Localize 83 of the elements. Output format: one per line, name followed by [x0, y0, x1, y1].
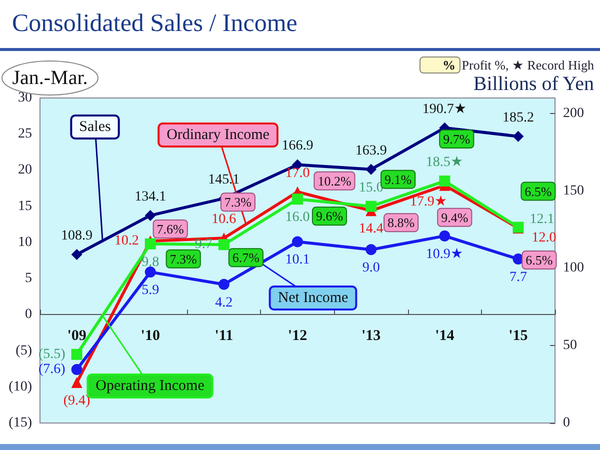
y-tick-label: 20 — [18, 162, 32, 178]
annotation: 6.5% — [526, 252, 553, 268]
y-tick-label: (5) — [16, 343, 32, 358]
data-label: 12.1 — [530, 212, 554, 227]
y2-tick-label: 150 — [563, 183, 584, 198]
point — [71, 248, 82, 260]
point — [292, 236, 303, 248]
annotation: 6.7% — [232, 250, 260, 266]
text: Billions of Yen — [473, 73, 594, 95]
point — [71, 348, 82, 360]
text: Net Income — [278, 290, 349, 306]
x-tick-label: '15 — [508, 328, 528, 344]
data-label: 10.1 — [285, 252, 310, 268]
text: Ordinary Income — [166, 127, 270, 143]
data-label: 17.9★ — [410, 194, 448, 210]
annotation: 6.5% — [524, 184, 552, 199]
point — [218, 278, 230, 290]
point — [439, 176, 450, 187]
data-label: 9.0 — [362, 260, 380, 276]
point — [366, 244, 377, 256]
annotation: 9.7% — [443, 132, 470, 147]
annotation: 7.3% — [224, 194, 252, 210]
y-tick-label: 10 — [18, 234, 32, 250]
x-tick-label: '10 — [140, 328, 160, 344]
data-label: 108.9 — [61, 228, 93, 244]
x-tick-label: '12 — [288, 328, 308, 344]
y-tick-label: (10) — [8, 379, 32, 394]
data-label: 5.9 — [142, 283, 160, 298]
annotation: 8.8% — [388, 215, 415, 230]
annotation: 7.3% — [170, 251, 198, 266]
point — [144, 238, 156, 250]
y-tick-label: 0 — [25, 307, 32, 322]
data-label: (9.4) — [63, 394, 91, 409]
point — [512, 130, 524, 142]
data-label: 18.5★ — [426, 155, 464, 170]
y2-tick-label: 50 — [563, 338, 577, 354]
data-label: 163.9 — [355, 143, 387, 158]
annotation: 9.6% — [316, 208, 344, 224]
text: Profit %, ★ Record High — [462, 58, 594, 72]
point — [71, 377, 82, 388]
x-tick-label: '13 — [361, 328, 381, 344]
data-label: 7.7 — [509, 270, 527, 286]
y-tick-label: 25 — [18, 126, 32, 142]
y2-tick-label: 100 — [563, 260, 584, 276]
data-label: 190.7★ — [422, 102, 467, 117]
data-label: 14.4 — [358, 222, 384, 237]
data-label: 10.6 — [212, 212, 236, 228]
y-tick-label: 5 — [25, 271, 32, 286]
point — [366, 164, 377, 175]
data-label: 17.0 — [285, 166, 310, 181]
point — [144, 210, 156, 221]
annotation: 10.2% — [318, 173, 352, 188]
chart-title: Consolidated Sales / Income — [12, 10, 298, 38]
data-label: 12.0 — [532, 230, 556, 246]
point — [292, 194, 303, 205]
x-tick-label: '11 — [214, 328, 234, 344]
data-label: 134.1 — [134, 189, 166, 204]
y-tick-label: (15) — [8, 416, 32, 430]
data-label: (7.6) — [38, 362, 66, 378]
data-label: 166.9 — [282, 138, 314, 154]
y2-tick-label: 200 — [563, 106, 584, 121]
data-label: 10.9★ — [426, 246, 464, 262]
text: Sales — [79, 119, 111, 135]
series-label: Operating Income — [96, 378, 205, 394]
data-label: 16.0 — [285, 210, 310, 226]
annotation: 7.6% — [156, 222, 184, 236]
x-tick-label: '14 — [435, 328, 455, 344]
point — [366, 200, 377, 212]
data-label: 9.8 — [142, 254, 160, 270]
y2-tick-label: 0 — [563, 416, 570, 430]
annotation: 9.4% — [441, 210, 468, 225]
point — [144, 266, 156, 278]
point — [71, 364, 82, 376]
data-label: 185.2 — [502, 110, 534, 126]
y-tick-label: 15 — [18, 198, 32, 214]
data-label: 4.2 — [215, 295, 233, 310]
data-label: 10.2 — [114, 234, 139, 248]
annotation: 9.1% — [384, 172, 412, 187]
point — [218, 239, 230, 250]
point — [439, 230, 450, 242]
x-tick-label: '09 — [67, 328, 86, 344]
text: Jan.-Mar. — [12, 67, 88, 89]
text: % — [442, 58, 456, 72]
